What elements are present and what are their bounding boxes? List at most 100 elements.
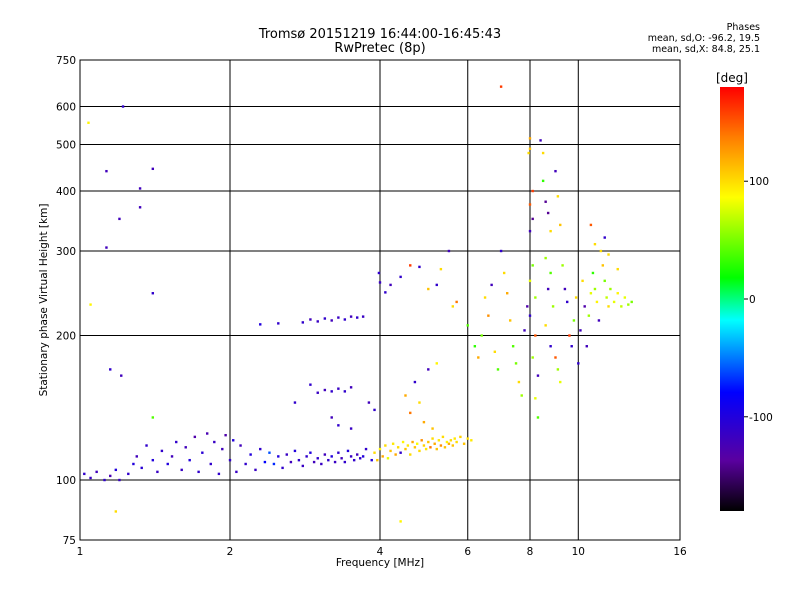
data-point bbox=[209, 462, 212, 466]
data-point bbox=[103, 478, 106, 482]
data-point bbox=[601, 264, 605, 267]
data-point bbox=[394, 453, 397, 456]
data-point bbox=[114, 468, 118, 472]
data-point bbox=[411, 440, 414, 444]
data-point bbox=[418, 401, 421, 404]
data-point bbox=[630, 300, 633, 304]
data-point bbox=[487, 314, 490, 317]
data-point bbox=[151, 167, 155, 171]
data-point bbox=[83, 472, 86, 476]
data-point bbox=[355, 316, 359, 319]
data-point bbox=[160, 449, 164, 453]
data-point bbox=[531, 264, 534, 267]
data-point bbox=[323, 453, 327, 456]
data-point bbox=[526, 305, 529, 308]
data-point bbox=[549, 271, 552, 275]
data-point bbox=[561, 264, 564, 267]
data-point bbox=[333, 460, 337, 464]
data-point bbox=[563, 287, 567, 291]
data-point bbox=[406, 444, 410, 447]
phase-x-stats: mean, sd,X: 84.8, 25.1 bbox=[651, 44, 760, 55]
data-point bbox=[312, 460, 316, 464]
data-point bbox=[427, 287, 430, 291]
data-point bbox=[386, 457, 390, 460]
data-point bbox=[239, 444, 242, 447]
data-point bbox=[449, 439, 453, 442]
data-point bbox=[188, 458, 191, 462]
chart-title: Tromsø 20151219 16:44:00-16:45:43 bbox=[258, 27, 502, 42]
data-point bbox=[595, 300, 599, 304]
data-point bbox=[556, 195, 560, 198]
data-point bbox=[420, 439, 423, 442]
data-point bbox=[445, 440, 449, 444]
data-point bbox=[277, 455, 280, 458]
data-point bbox=[244, 462, 247, 466]
data-point bbox=[565, 300, 569, 304]
data-point bbox=[459, 435, 462, 439]
data-point bbox=[574, 296, 578, 299]
colorbar-tick-label: -100 bbox=[749, 412, 773, 424]
data-point bbox=[451, 444, 455, 447]
data-point bbox=[572, 319, 576, 322]
data-point bbox=[422, 420, 426, 424]
x-axis-ticks: 1 2 4 6 8 10 16 bbox=[77, 546, 687, 558]
data-point bbox=[118, 217, 121, 221]
data-point bbox=[541, 179, 545, 183]
data-point bbox=[138, 206, 142, 209]
data-point bbox=[607, 305, 610, 308]
data-point bbox=[528, 229, 532, 233]
data-point bbox=[138, 187, 142, 190]
data-point bbox=[422, 444, 426, 447]
x-tick-label: 8 bbox=[527, 546, 534, 558]
data-point bbox=[370, 458, 373, 462]
data-point bbox=[361, 455, 365, 458]
data-point bbox=[433, 442, 436, 445]
data-point bbox=[534, 397, 537, 400]
data-point bbox=[429, 446, 432, 449]
data-point bbox=[523, 329, 526, 332]
data-point bbox=[514, 362, 518, 365]
y-tick-label: 600 bbox=[56, 102, 76, 114]
data-point bbox=[531, 189, 534, 193]
data-point bbox=[364, 447, 368, 451]
data-point bbox=[589, 292, 593, 295]
data-point bbox=[447, 249, 451, 253]
data-point bbox=[528, 203, 532, 206]
data-point bbox=[544, 324, 547, 327]
data-point bbox=[605, 296, 608, 299]
data-point bbox=[89, 476, 92, 480]
data-point bbox=[597, 319, 601, 322]
data-point bbox=[166, 462, 169, 466]
data-point bbox=[156, 470, 159, 474]
data-point bbox=[305, 455, 308, 458]
data-point bbox=[528, 147, 532, 150]
data-point bbox=[470, 439, 473, 442]
data-point bbox=[528, 137, 532, 140]
data-point bbox=[343, 390, 347, 393]
data-point bbox=[358, 457, 362, 460]
data-point bbox=[376, 458, 379, 462]
data-point bbox=[105, 169, 108, 173]
data-point bbox=[373, 408, 376, 412]
data-point bbox=[559, 380, 562, 384]
data-point bbox=[483, 296, 487, 299]
data-point bbox=[435, 447, 438, 451]
data-point bbox=[151, 416, 155, 419]
data-point bbox=[528, 314, 532, 317]
data-point bbox=[534, 296, 537, 299]
data-point bbox=[593, 242, 597, 246]
data-point bbox=[316, 457, 319, 460]
data-point bbox=[343, 460, 347, 464]
data-point bbox=[401, 440, 405, 444]
data-point bbox=[466, 324, 469, 327]
data-point bbox=[418, 449, 421, 453]
data-point bbox=[399, 451, 402, 454]
data-point bbox=[443, 446, 447, 449]
data-point bbox=[132, 462, 135, 466]
y-tick-label: 75 bbox=[63, 535, 76, 547]
data-point bbox=[493, 350, 497, 353]
data-point bbox=[536, 416, 540, 419]
data-point bbox=[337, 424, 340, 427]
data-point bbox=[499, 249, 503, 253]
